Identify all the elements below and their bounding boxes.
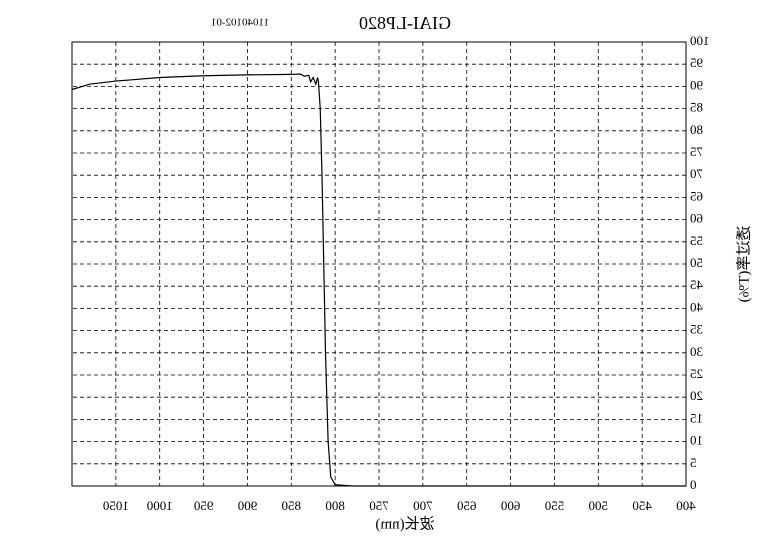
y-tick-label: 35: [690, 322, 703, 337]
x-tick-label: 600: [501, 498, 520, 513]
y-tick-label: 50: [690, 255, 703, 270]
x-tick-label: 1050: [103, 498, 129, 513]
y-tick-label: 80: [690, 122, 703, 137]
x-tick-label: 500: [589, 498, 609, 513]
x-tick-label: 400: [676, 498, 696, 513]
y-tick-label: 10: [690, 433, 703, 448]
y-tick-label: 55: [690, 233, 703, 248]
x-tick-label: 700: [413, 498, 433, 513]
x-tick-label: 550: [545, 498, 565, 513]
data-line: [71, 73, 686, 487]
y-tick-label: 0: [690, 477, 697, 492]
y-tick-label: 45: [690, 277, 703, 292]
chart-subtitle: 11040102-01: [211, 17, 269, 29]
x-tick-label: 750: [369, 498, 389, 513]
y-tick-label: 60: [690, 211, 703, 226]
y-tick-label: 85: [690, 100, 703, 115]
x-tick-label: 450: [632, 498, 652, 513]
chart-title: GIAI-LP820: [359, 13, 451, 33]
y-tick-label: 40: [690, 299, 703, 314]
x-tick-label: 800: [325, 498, 345, 513]
y-tick-label: 70: [690, 166, 703, 181]
y-tick-label: 20: [690, 388, 703, 403]
y-tick-label: 5: [690, 455, 697, 470]
y-tick-label: 100: [690, 33, 710, 48]
x-tick-label: 900: [238, 498, 258, 513]
y-tick-label: 15: [690, 410, 703, 425]
x-axis-label: 波长(nm): [375, 515, 434, 532]
y-tick-label: 75: [690, 144, 703, 159]
x-tick-label: 650: [457, 498, 477, 513]
x-tick-label: 1000: [147, 498, 173, 513]
y-tick-label: 90: [690, 77, 703, 92]
y-tick-label: 95: [690, 55, 703, 70]
x-tick-label: 950: [194, 498, 214, 513]
x-tick-label: 850: [282, 498, 302, 513]
y-tick-label: 25: [690, 366, 703, 381]
y-tick-label: 30: [690, 344, 703, 359]
y-axis-label: 透过率(T%): [735, 226, 752, 303]
y-tick-label: 65: [690, 188, 703, 203]
